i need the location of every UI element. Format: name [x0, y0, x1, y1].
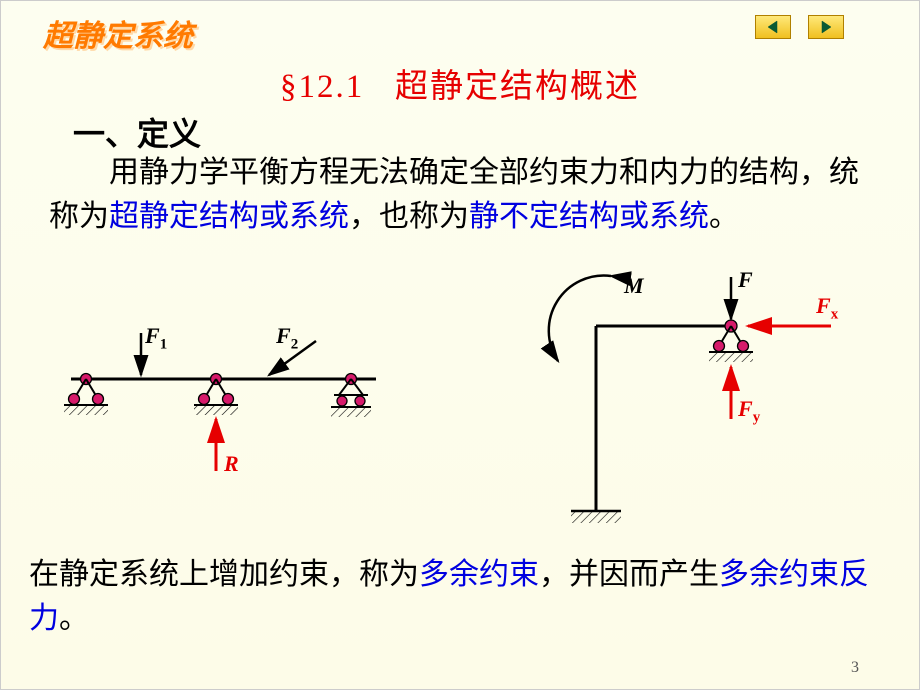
- slide-header-title: 超静定系统: [43, 11, 193, 55]
- section-number: §12.1: [280, 69, 364, 105]
- label-R: R: [224, 451, 239, 477]
- extra-constraint-paragraph: 在静定系统上增加约束，称为多余约束，并因而产生多余约束反力。: [29, 553, 899, 641]
- p2-t2: ，并因而产生: [539, 558, 719, 591]
- p1-t3: 。: [709, 200, 739, 233]
- label-F2: F2: [276, 323, 298, 353]
- label-F1: F1: [145, 323, 167, 353]
- next-slide-button[interactable]: [808, 15, 844, 39]
- definition-paragraph: 用静力学平衡方程无法确定全部约束力和内力的结构，统称为超静定结构或系统，也称为静…: [49, 151, 869, 239]
- p1-t2: ，也称为: [349, 200, 469, 233]
- page-number: 3: [851, 659, 859, 677]
- triangle-right-icon: [819, 20, 833, 34]
- label-M: M: [624, 273, 644, 299]
- label-F: F: [738, 267, 753, 293]
- beam-svg: [61, 321, 441, 481]
- prev-slide-button[interactable]: [755, 15, 791, 39]
- label-Fy: Fy: [738, 396, 760, 426]
- label-Fx: Fx: [816, 293, 838, 323]
- p1-b1: 超静定结构或系统: [109, 200, 349, 233]
- p2-b1: 多余约束: [419, 558, 539, 591]
- p2-t3: 。: [59, 602, 89, 635]
- beam-diagram: F1 F2 R: [61, 321, 441, 481]
- p1-b2: 静不定结构或系统: [469, 200, 709, 233]
- p2-t1: 在静定系统上增加约束，称为: [29, 558, 419, 591]
- subheading: 一、定义: [73, 109, 201, 155]
- frame-diagram: M F Fx Fy: [476, 271, 876, 536]
- triangle-left-icon: [766, 20, 780, 34]
- section-name: 超静定结构概述: [395, 69, 640, 105]
- section-title: §12.1 超静定结构概述: [1, 59, 919, 107]
